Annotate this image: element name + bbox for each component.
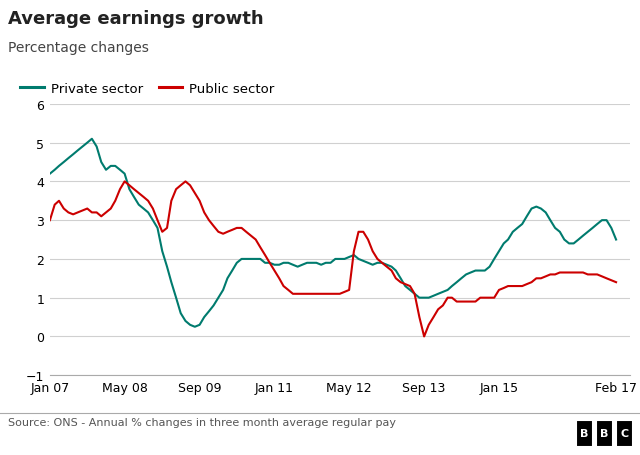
FancyBboxPatch shape: [596, 420, 613, 447]
FancyBboxPatch shape: [616, 420, 633, 447]
Text: C: C: [620, 429, 628, 438]
Text: Source: ONS - Annual % changes in three month average regular pay: Source: ONS - Annual % changes in three …: [8, 417, 396, 427]
Text: B: B: [580, 429, 589, 438]
Text: B: B: [600, 429, 609, 438]
FancyBboxPatch shape: [576, 420, 593, 447]
Text: Average earnings growth: Average earnings growth: [8, 10, 264, 28]
Legend: Private sector, Public sector: Private sector, Public sector: [15, 77, 280, 101]
Text: Percentage changes: Percentage changes: [8, 41, 149, 55]
